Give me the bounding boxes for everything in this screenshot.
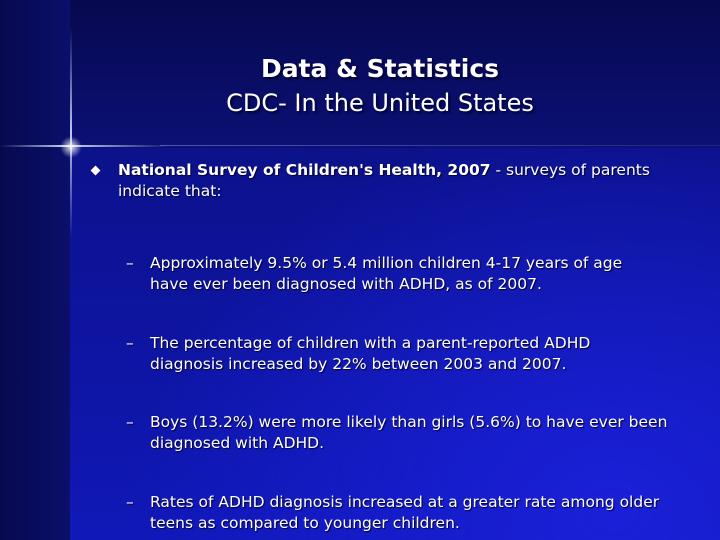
survey-description: - surveys of parents indicate that: <box>118 161 650 200</box>
dash-marker: – <box>126 413 134 431</box>
sub-bullet-text: The percentage of children with a parent… <box>150 334 591 373</box>
left-background-band <box>0 0 70 540</box>
divider-line <box>160 145 720 146</box>
sparkle-vertical-line <box>70 28 72 238</box>
sub-bullet-1: – Approximately 9.5% or 5.4 million chil… <box>84 253 650 295</box>
slide-body: National Survey of Children's Health, 20… <box>84 160 694 534</box>
title-subheading: CDC- In the United States <box>226 89 534 117</box>
slide-title: Data & Statistics CDC- In the United Sta… <box>0 52 720 120</box>
sub-bullet-4: – Rates of ADHD diagnosis increased at a… <box>84 492 685 534</box>
title-heading: Data & Statistics <box>260 54 500 83</box>
top-background-band <box>0 0 720 148</box>
sub-bullet-3: – Boys (13.2%) were more likely than gir… <box>84 412 670 454</box>
sparkle-horizontal-line <box>0 145 170 147</box>
sub-bullet-text: Boys (13.2%) were more likely than girls… <box>150 413 668 452</box>
dash-marker: – <box>126 254 134 272</box>
dash-marker: – <box>126 334 134 352</box>
sparkle-star-icon <box>60 136 82 158</box>
sub-bullet-text: Rates of ADHD diagnosis increased at a g… <box>150 493 660 532</box>
dash-marker: – <box>126 493 134 511</box>
sub-bullet-text: Approximately 9.5% or 5.4 million childr… <box>150 254 623 293</box>
main-bullet: National Survey of Children's Health, 20… <box>84 160 694 202</box>
survey-name: National Survey of Children's Health, 20… <box>118 161 491 179</box>
sub-bullet-2: – The percentage of children with a pare… <box>84 333 620 375</box>
diamond-bullet-icon <box>90 165 101 176</box>
